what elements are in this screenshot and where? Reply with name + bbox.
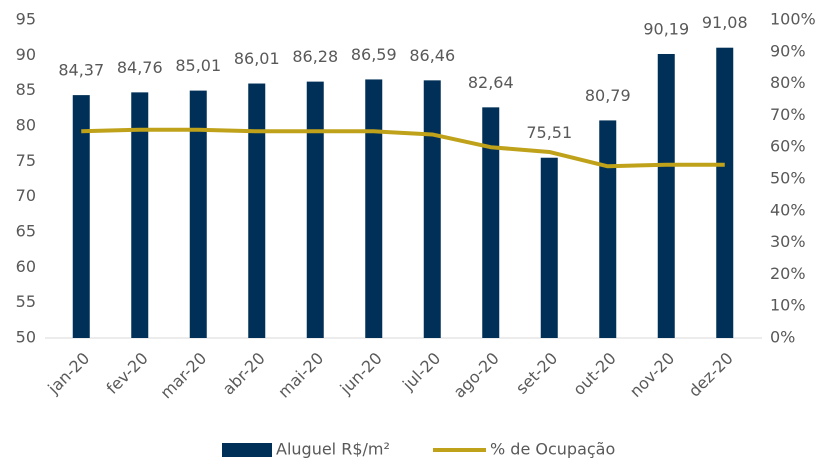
legend-label: Aluguel R$/m² <box>276 440 390 459</box>
y-tick-label: 70 <box>16 186 36 205</box>
legend-label: % de Ocupação <box>490 440 615 459</box>
data-label: 82,64 <box>468 73 514 92</box>
y-tick-label: 90 <box>16 45 36 64</box>
bar <box>657 53 675 339</box>
x-tick-label: mai-20 <box>274 349 327 402</box>
bar <box>189 90 207 338</box>
y2-tick-label: 50% <box>770 169 806 188</box>
legend-swatch <box>222 443 272 457</box>
y2-tick-label: 90% <box>770 41 806 60</box>
data-label: 86,01 <box>234 49 280 68</box>
y-tick-label: 55 <box>16 292 36 311</box>
y2-tick-label: 10% <box>770 296 806 315</box>
data-label: 86,59 <box>351 45 397 64</box>
x-tick-label: abr-20 <box>219 349 269 399</box>
data-label: 84,37 <box>58 61 104 80</box>
x-tick-label: jan-20 <box>43 349 93 399</box>
line <box>81 127 725 169</box>
data-label: 85,01 <box>175 56 221 75</box>
x-tick-label: fev-20 <box>103 349 152 398</box>
y2-tick-label: 70% <box>770 105 806 124</box>
bar <box>423 80 441 338</box>
y-tick-label: 85 <box>16 80 36 99</box>
x-tick-label: dez-20 <box>685 349 737 401</box>
data-label: 91,08 <box>702 13 748 32</box>
y-tick-label: 80 <box>16 116 36 135</box>
bar <box>540 157 558 338</box>
x-tick-label: jul-20 <box>398 349 444 395</box>
y2-tick-label: 100% <box>770 10 816 29</box>
x-tick-label: out-20 <box>569 349 619 399</box>
y2-tick-label: 80% <box>770 73 806 92</box>
bar <box>131 92 149 338</box>
data-label: 90,19 <box>643 19 689 38</box>
x-tick-label: ago-20 <box>450 349 503 402</box>
y2-tick-label: 30% <box>770 232 806 251</box>
bar <box>248 83 266 339</box>
bar <box>365 79 383 338</box>
y-tick-label: 75 <box>16 151 36 170</box>
x-tick-label: jun-20 <box>336 349 386 399</box>
x-tick-label: mar-20 <box>156 349 210 403</box>
y-tick-label: 60 <box>16 257 36 276</box>
y-tick-label: 65 <box>16 222 36 241</box>
data-label: 86,46 <box>409 46 455 65</box>
bar <box>306 81 324 338</box>
y-tick-label: 95 <box>16 10 36 29</box>
y2-tick-label: 60% <box>770 137 806 156</box>
data-label: 86,28 <box>292 47 338 66</box>
bar <box>716 47 734 339</box>
y-tick-label: 50 <box>16 328 36 347</box>
x-tick-label: set-20 <box>512 349 561 398</box>
x-tick-label: nov-20 <box>626 349 678 401</box>
bar <box>72 95 90 338</box>
data-label: 84,76 <box>117 58 163 77</box>
data-label: 75,51 <box>526 123 572 142</box>
bar <box>482 107 500 339</box>
bar <box>599 120 617 339</box>
y2-tick-label: 0% <box>770 328 795 347</box>
data-label: 80,79 <box>585 86 631 105</box>
y2-tick-label: 20% <box>770 264 806 283</box>
y2-tick-label: 40% <box>770 200 806 219</box>
